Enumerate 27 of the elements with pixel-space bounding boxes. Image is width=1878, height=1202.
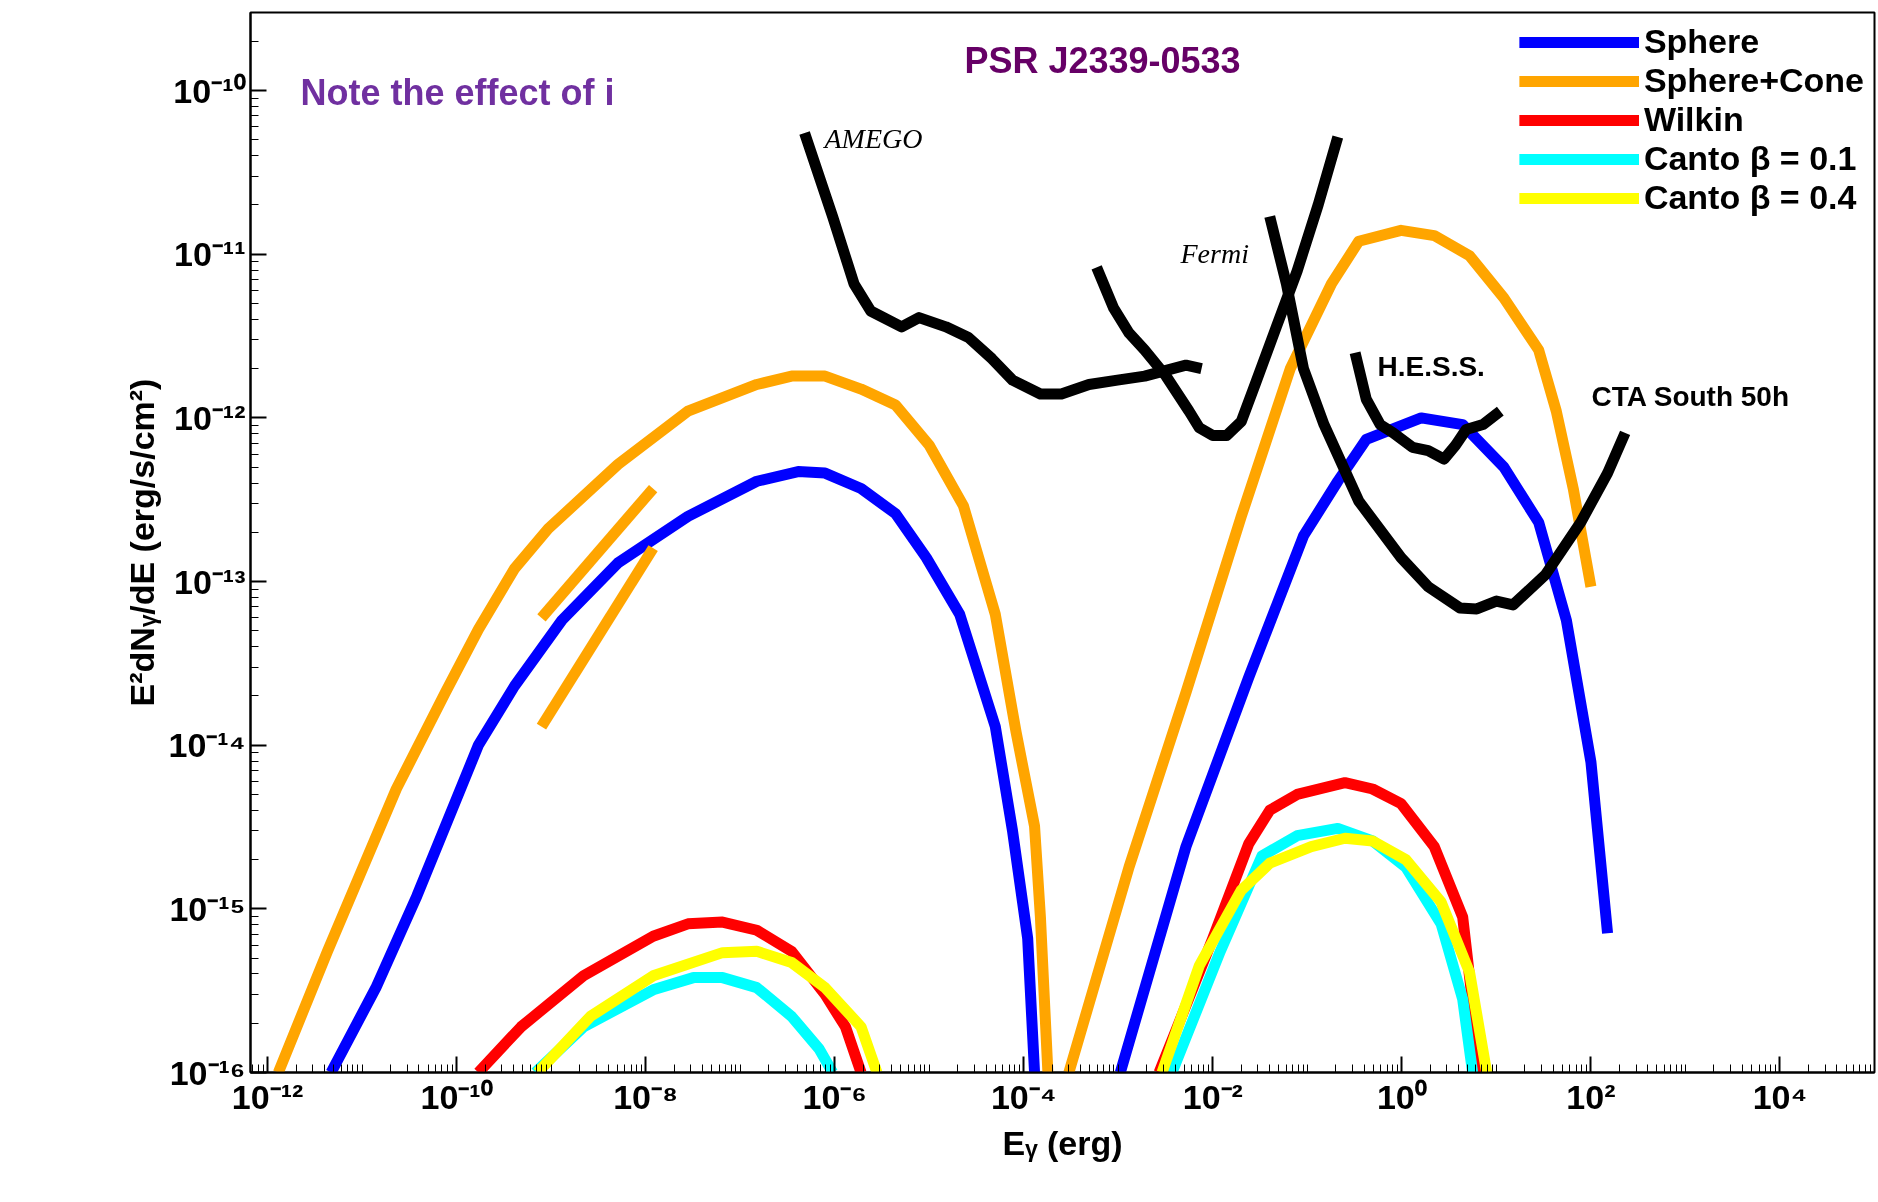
legend-label: Wilkin: [1643, 100, 1744, 139]
y-tick-label: 10⁻¹¹: [174, 235, 246, 274]
x-axis-title: Eᵧ (erg): [1002, 1123, 1123, 1162]
x-tick-label: 10⁻⁴: [990, 1077, 1057, 1116]
y-tick-label: 10⁻¹²: [174, 398, 246, 437]
x-tick-label: 10⁻¹⁰: [420, 1077, 493, 1116]
annotation: AMEGO: [822, 123, 923, 154]
x-tick-label: 10⁰: [1376, 1077, 1427, 1116]
x-tick-label: 10⁴: [1752, 1077, 1808, 1116]
y-tick-label: 10⁻¹⁴: [168, 726, 246, 765]
y-tick-label: 10⁻¹⁵: [169, 889, 246, 928]
x-tick-label: 10⁻⁶: [802, 1077, 867, 1116]
annotation: CTA South 50h: [1591, 381, 1790, 412]
legend-label: Sphere+Cone: [1643, 61, 1864, 100]
y-tick-label: 10⁻¹⁰: [173, 71, 246, 110]
legend-label: Canto β = 0.1: [1643, 139, 1857, 178]
annotation: PSR J2339-0533: [964, 40, 1241, 81]
legend-label: Canto β = 0.4: [1643, 178, 1857, 217]
x-tick-label: 10⁻⁸: [613, 1077, 679, 1116]
x-tick-label: 10²: [1566, 1077, 1616, 1116]
y-tick-label: 10⁻¹³: [174, 562, 246, 601]
annotation: H.E.S.S.: [1377, 351, 1485, 382]
legend-label: Sphere: [1643, 22, 1760, 61]
x-tick-label: 10⁻²: [1182, 1077, 1243, 1116]
annotation: Note the effect of i: [300, 72, 615, 113]
y-axis-title: E²dNᵧ/dE (erg/s/cm²): [122, 378, 161, 707]
annotation: Fermi: [1179, 238, 1249, 269]
